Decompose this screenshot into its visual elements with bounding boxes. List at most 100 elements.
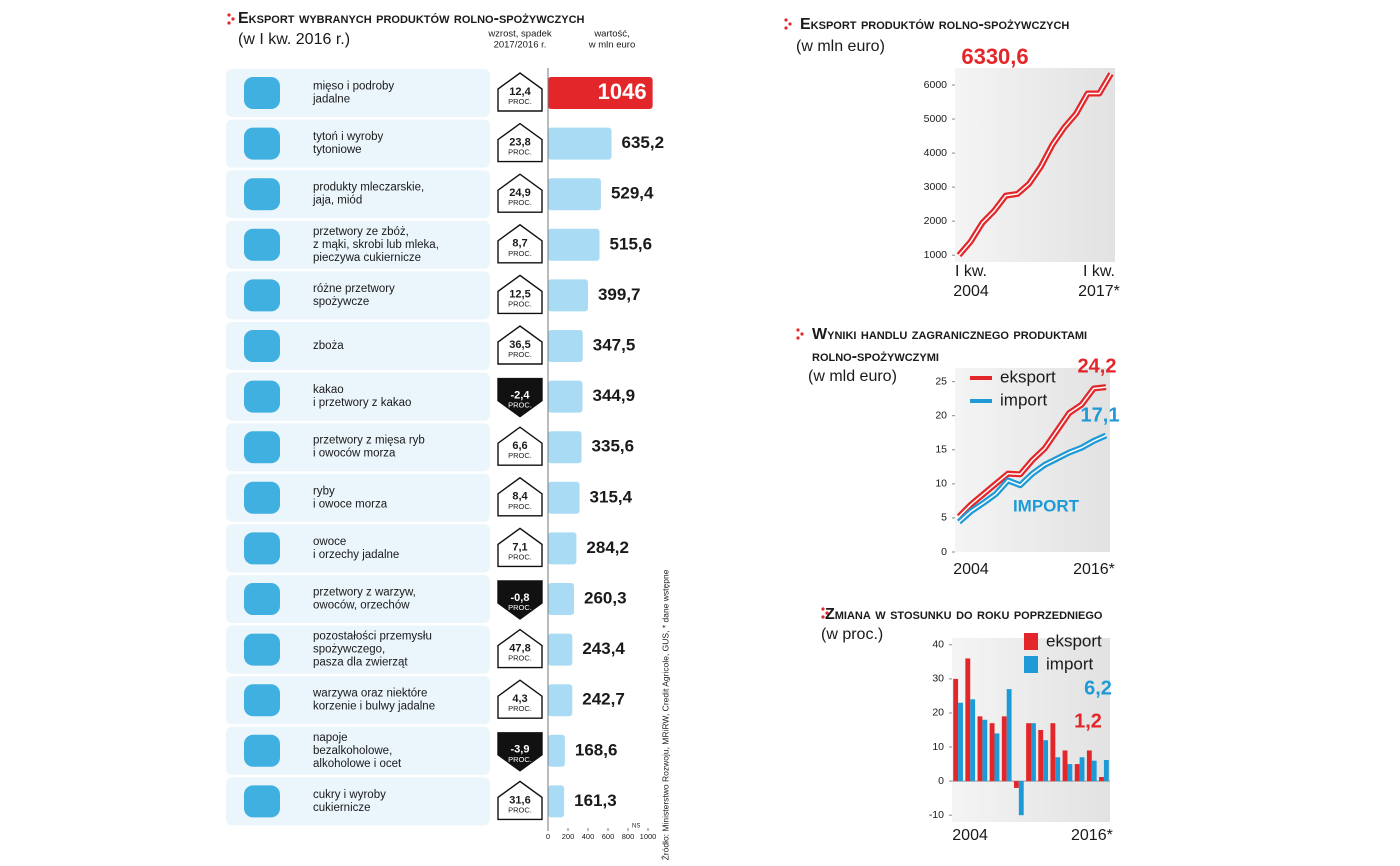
bar [982,719,988,782]
y-tick-label: 10 [932,741,944,753]
growth-arrow [497,780,543,821]
y-tick-label: 0 [938,775,944,787]
growth-unit: PROC. [508,148,532,157]
y-tick-label: 15 [935,444,947,456]
category-label: kakao [313,384,344,396]
growth-arrow [497,325,543,365]
x-tick-label: 200 [562,832,575,841]
growth-label: 7,1 [512,541,527,553]
bar [1050,723,1056,782]
column-header: w mln euro [588,40,635,51]
x-tick-label: 0 [546,832,550,841]
bar [989,723,995,782]
x-tick-label: 400 [582,832,595,841]
bar [548,481,580,514]
value-label: 243,4 [582,639,625,658]
bar [1086,750,1092,782]
category-label: ryby [313,485,335,497]
row-background [226,575,490,623]
category-label: zboża [313,340,344,352]
category-icon [244,77,280,109]
data-line-highlight [958,386,1107,518]
category-icon [244,633,280,666]
category-label: bezalkoholowe, [313,745,392,757]
category-icon [244,583,280,615]
bar [1074,764,1080,782]
growth-unit: PROC. [508,198,532,207]
category-label: jaja, miód [312,195,362,207]
growth-unit: PROC. [508,704,532,713]
bar [977,716,983,782]
bar [1043,740,1049,782]
legend-label: import [1046,654,1094,673]
category-label: pieczywa cukiernicze [313,252,421,264]
bar [548,583,575,615]
growth-unit: PROC. [508,299,532,308]
y-tick-label: 20 [935,409,947,421]
value-label: 399,7 [598,285,641,304]
value-label: 161,3 [574,791,617,810]
y-tick-label: 3000 [924,181,948,193]
growth-label: 8,7 [512,238,527,250]
bar [548,77,653,109]
category-label: mięso i podroby [313,81,394,93]
row-background [226,625,490,674]
growth-arrow [497,377,543,418]
growth-arrow [497,223,543,264]
category-label: spożywcze [313,296,369,308]
category-label: produkty mleczarskie, [313,182,424,194]
bar [548,380,583,413]
bar [1038,730,1044,782]
category-label: przetwory z mięsa ryb [313,435,425,447]
value-label: 529,4 [611,184,654,203]
growth-label: 31,6 [509,794,530,806]
row-background [226,524,490,573]
value-label: 635,2 [622,133,665,152]
growth-unit: PROC. [508,502,532,511]
growth-unit: PROC. [508,350,532,359]
bar [548,684,573,717]
chart-title: Wyniki handlu zagranicznego produktami [812,326,1087,343]
value-label: 24,2 [1078,355,1117,377]
x-tick-label: I kw. [955,263,987,280]
bar [548,178,601,211]
value-label: 260,3 [584,588,627,607]
bar [548,431,582,464]
y-tick-label: 1000 [924,249,948,261]
growth-unit: PROC. [508,755,532,764]
growth-arrow [497,732,543,772]
category-icon [244,481,280,514]
category-icon [244,684,280,717]
y-tick-label: 5000 [924,113,948,125]
value-label: 17,1 [1081,404,1120,426]
bar [1013,781,1019,788]
source: Źródło: Ministerstwo Rozwoju, MRiRW, Cre… [660,569,670,860]
bar [1031,723,1036,782]
credit: NS [632,824,640,830]
growth-arrow [497,274,543,315]
value-label: 347,5 [593,335,636,354]
x-tick-label: 2004 [953,283,989,300]
category-icon [244,431,280,464]
category-label: korzenie i bulwy jadalne [313,701,435,713]
row-background [226,119,490,168]
bar [953,678,959,782]
legend-swatch [1024,656,1038,673]
column-header: wzrost, spadek [487,29,552,40]
chart-subtitle: (w mln euro) [796,38,885,55]
bar [548,228,600,261]
chart-subtitle: (w mld euro) [808,368,897,385]
growth-arrow [497,122,543,163]
growth-label: -2,4 [511,390,531,402]
growth-label: 47,8 [509,643,530,655]
x-tick-label: 2016* [1071,827,1113,844]
value-label: 515,6 [610,234,653,253]
chart-subtitle: (w proc.) [821,626,883,643]
growth-unit: PROC. [508,654,532,663]
growth-unit: PROC. [508,249,532,258]
category-icon [244,127,280,160]
legend-swatch [1024,633,1038,650]
value-label: 344,9 [592,386,635,405]
growth-arrow [497,580,543,620]
